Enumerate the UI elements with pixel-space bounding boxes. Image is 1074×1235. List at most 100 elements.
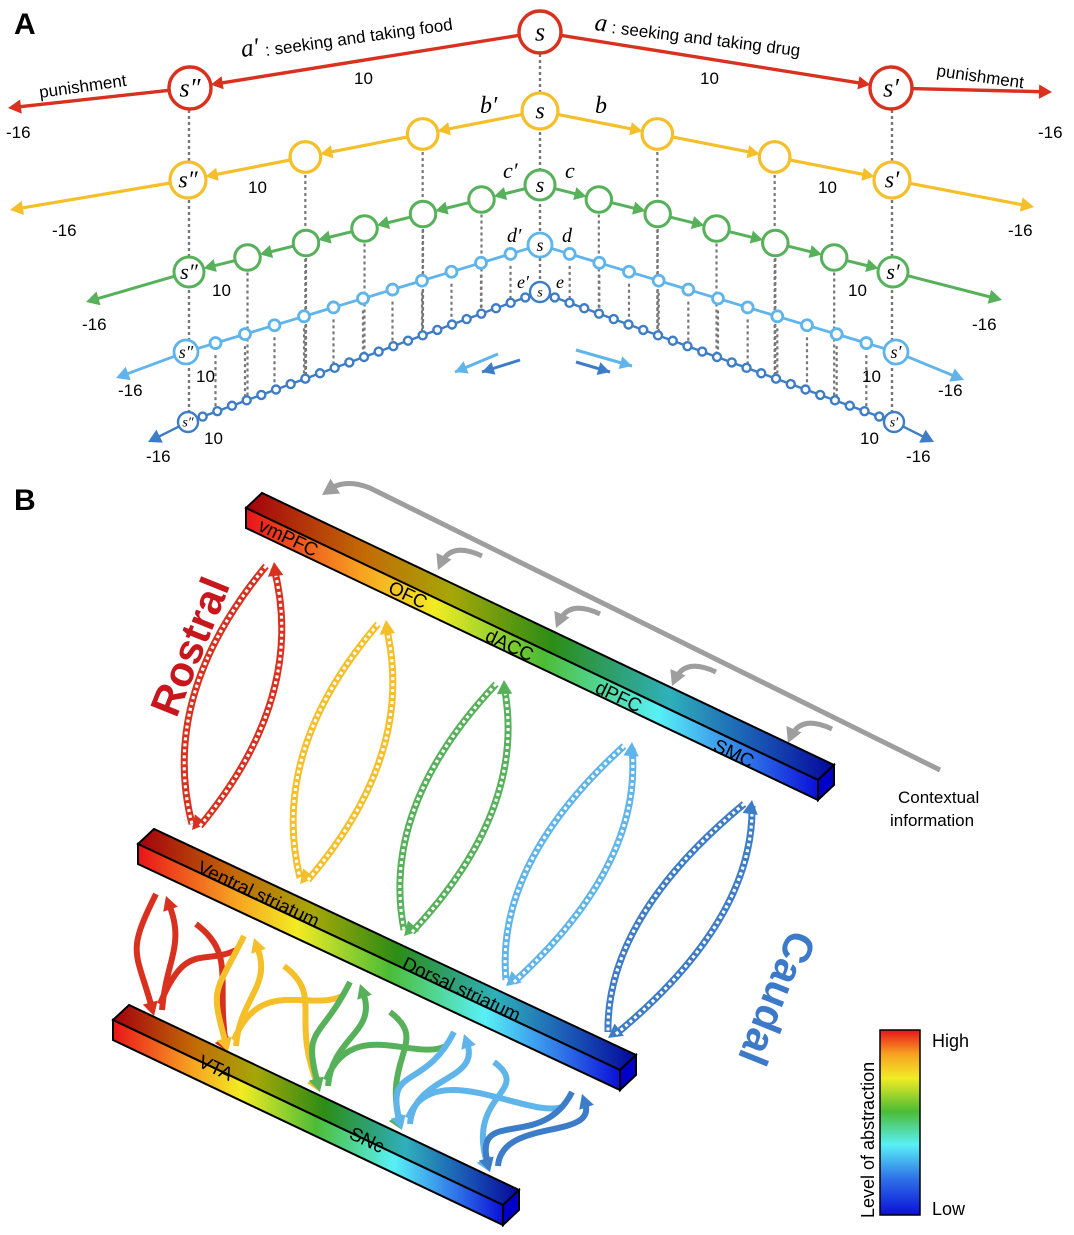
transition-arrow xyxy=(367,352,375,357)
action-e-prime-label: e′ xyxy=(517,272,530,292)
intermediate-state-node xyxy=(643,199,672,229)
transition-arrow xyxy=(214,158,291,177)
transition-arrow xyxy=(327,230,353,240)
transition-arrow xyxy=(722,298,743,308)
transition-arrowhead xyxy=(808,245,822,258)
transition-arrow xyxy=(221,406,229,411)
intermediate-state-node xyxy=(226,400,238,411)
state-s-prime-label: s′ xyxy=(891,342,903,362)
transition-arrowhead xyxy=(861,167,875,181)
intermediate-state-node xyxy=(622,264,636,279)
intermediate-state-node xyxy=(711,351,723,363)
transition-arrow xyxy=(249,325,270,334)
transition-arrow xyxy=(426,330,434,335)
descending-projection-pattern xyxy=(606,802,746,1033)
state-s-double-node xyxy=(172,338,200,366)
contextual-information-arrow xyxy=(322,478,942,773)
intermediate-state-node xyxy=(726,357,737,368)
loop-dPFC xyxy=(501,742,639,986)
transition-arrow xyxy=(871,343,885,350)
transition-arrow xyxy=(485,254,506,263)
action-a-prime-label: a′ xyxy=(239,34,261,63)
transition-arrow xyxy=(268,244,294,254)
intermediate-state-node xyxy=(197,411,208,422)
transition-arrow xyxy=(455,319,463,325)
transition-arrowhead xyxy=(318,230,332,244)
intermediate-state-node xyxy=(373,346,384,357)
reward-c-right: 10 xyxy=(848,281,867,300)
striatum-bar xyxy=(136,827,638,1093)
transition-arrow xyxy=(197,343,211,350)
up-arrowhead xyxy=(579,1094,594,1110)
state-s-node xyxy=(528,280,552,304)
reward-e-right: 10 xyxy=(860,429,879,448)
transition-arrow xyxy=(353,357,361,362)
descending-projection xyxy=(289,621,381,879)
intermediate-state-node xyxy=(697,346,708,357)
intermediate-state-node xyxy=(385,282,400,297)
intermediate-state-node xyxy=(344,357,355,368)
transition-arrow xyxy=(411,335,419,341)
intermediate-state-node xyxy=(444,264,459,279)
intermediate-state-node xyxy=(819,243,849,272)
transition-arrow xyxy=(212,259,236,268)
down-arrowhead xyxy=(390,1114,406,1130)
ascending-arrowhead xyxy=(742,800,758,815)
penalty-right-b: -16 xyxy=(1008,221,1033,240)
intermediate-state-node xyxy=(564,297,575,309)
transition-arrow xyxy=(752,307,773,317)
context-main-line xyxy=(326,481,942,773)
intermediate-state-node xyxy=(417,330,428,341)
action-c-label: c xyxy=(565,158,575,183)
punishment-arrow-right xyxy=(902,425,926,439)
rostral-label: Rostral xyxy=(141,571,239,723)
spiral-projection xyxy=(323,1041,448,1082)
transition-arrow xyxy=(661,335,669,341)
intermediate-state-node xyxy=(326,300,341,315)
transition-arrow xyxy=(426,272,447,281)
transition-arrowhead xyxy=(690,216,705,229)
state-s-node xyxy=(523,168,557,202)
transition-arrow xyxy=(846,259,870,268)
intermediate-state-node xyxy=(505,297,516,309)
intermediate-state-node xyxy=(800,318,814,333)
intermediate-state-node xyxy=(405,117,440,151)
transition-arrow xyxy=(735,362,743,368)
transition-arrowhead xyxy=(210,76,224,90)
intermediate-state-node xyxy=(474,255,488,270)
ascending-projection xyxy=(305,625,397,883)
transition-arrow xyxy=(669,215,696,225)
direction-arrows xyxy=(454,348,633,375)
reward-b-right: 10 xyxy=(818,178,837,197)
transition-arrow xyxy=(294,379,302,384)
intermediate-state-node xyxy=(874,411,885,422)
chain-level-e: s s″ s′ xyxy=(148,280,934,443)
transition-arrowhead xyxy=(749,230,763,244)
transition-arrow xyxy=(782,316,803,326)
reward-d-left: 10 xyxy=(196,367,215,386)
penalty-left-a: -16 xyxy=(6,123,31,142)
state-s-double-node xyxy=(168,160,208,200)
ascending-projection-pattern xyxy=(410,685,510,934)
intermediate-state-node xyxy=(356,291,370,306)
penalty-left-e: -16 xyxy=(146,447,171,466)
action-c-prime-label: c′ xyxy=(503,158,519,183)
state-s-label: s xyxy=(535,17,545,46)
intermediate-state-node xyxy=(520,292,531,303)
intermediate-state-node xyxy=(829,327,844,342)
state-chain-diagram: s s″ s′ s s″ s′ s s″ s′ s s″ s′ s s″ s′ xyxy=(8,9,1052,443)
intermediate-state-node xyxy=(408,199,438,229)
intermediate-state-node xyxy=(761,228,790,258)
state-s-label: s xyxy=(536,172,545,197)
reward-d-right: 10 xyxy=(862,367,881,386)
state-s-prime-node xyxy=(876,255,910,289)
descending-projection xyxy=(180,563,269,825)
state-s-double-label: s″ xyxy=(179,342,194,362)
loop-SMC xyxy=(604,800,758,1038)
transition-arrow xyxy=(632,324,640,330)
intermediate-state-node xyxy=(461,313,472,325)
transition-arrow xyxy=(868,411,876,417)
transition-arrow xyxy=(811,325,832,334)
ascending-arrowhead xyxy=(379,620,396,635)
